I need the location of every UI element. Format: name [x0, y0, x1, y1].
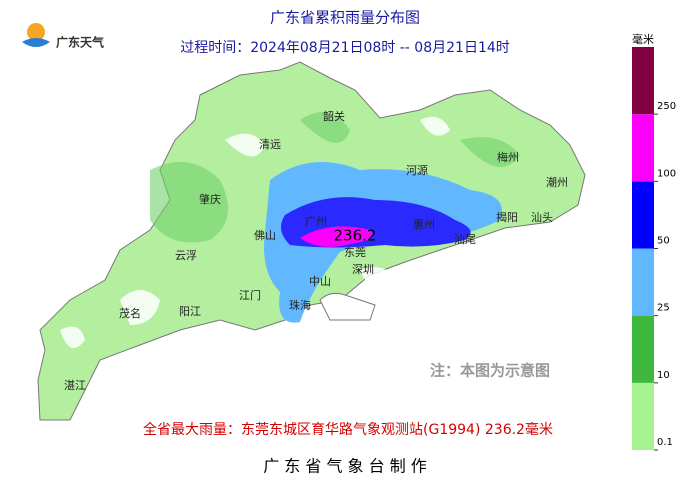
- legend-tick-label: 50: [657, 236, 670, 247]
- legend-tick-label: 0.1: [657, 437, 673, 448]
- city-label: 肇庆: [199, 192, 221, 206]
- logo-text: 广东天气: [56, 35, 104, 50]
- logo: [22, 23, 50, 47]
- legend-tick-label: 250: [657, 101, 676, 112]
- city-label: 湛江: [64, 379, 86, 392]
- legend-tick-label: 25: [657, 303, 670, 314]
- city-label: 汕尾: [454, 233, 476, 246]
- city-label: 广州: [305, 215, 327, 228]
- city-label: 梅州: [497, 150, 519, 164]
- city-label: 河源: [406, 163, 428, 177]
- city-label: 深圳: [352, 263, 374, 276]
- city-label: 东莞: [344, 246, 366, 259]
- city-label: 佛山: [254, 229, 276, 242]
- city-label: 韶关: [323, 109, 345, 123]
- province-map: [37, 61, 586, 421]
- legend-swatch: [632, 47, 654, 115]
- rain-10: [150, 112, 520, 243]
- city-label: 惠州: [413, 217, 435, 231]
- city-label: 阳江: [179, 305, 201, 318]
- note: 注：本图为示意图: [430, 362, 550, 380]
- legend-swatch: [632, 315, 654, 383]
- legend-unit: 毫米: [632, 32, 654, 46]
- city-label: 清远: [259, 138, 281, 151]
- city-label: 茂名: [119, 306, 141, 320]
- city-label: 江门: [239, 288, 261, 302]
- city-label: 潮州: [546, 175, 568, 189]
- logo-cloud: [22, 38, 50, 47]
- legend-tick-label: 100: [657, 168, 676, 179]
- legend-swatch: [632, 181, 654, 249]
- legend-swatch: [632, 248, 654, 316]
- city-label: 云浮: [175, 249, 197, 262]
- max-value: 236.2: [334, 227, 377, 245]
- legend: 0.1 10 25 50 100 250: [632, 47, 676, 451]
- rain-100: [300, 226, 373, 247]
- city-label: 揭阳: [496, 210, 518, 224]
- city-label: 珠海: [289, 298, 311, 312]
- logo-sun: [27, 23, 45, 41]
- max-text: 全省最大雨量：东莞东城区育华路气象观测站(G1994) 236.2毫米: [143, 421, 553, 438]
- legend-swatch: [632, 382, 654, 450]
- subtitle: 过程时间：2024年08月21日08时 -- 08月21日14时: [180, 40, 510, 56]
- city-label: 中山: [309, 275, 331, 288]
- legend-swatch: [632, 114, 654, 182]
- title: 广东省累积雨量分布图: [270, 9, 420, 27]
- footer: 广 东 省 气 象 台 制 作: [263, 457, 427, 476]
- island: [319, 292, 376, 321]
- city-label: 汕头: [531, 211, 553, 224]
- legend-tick-label: 10: [657, 370, 670, 381]
